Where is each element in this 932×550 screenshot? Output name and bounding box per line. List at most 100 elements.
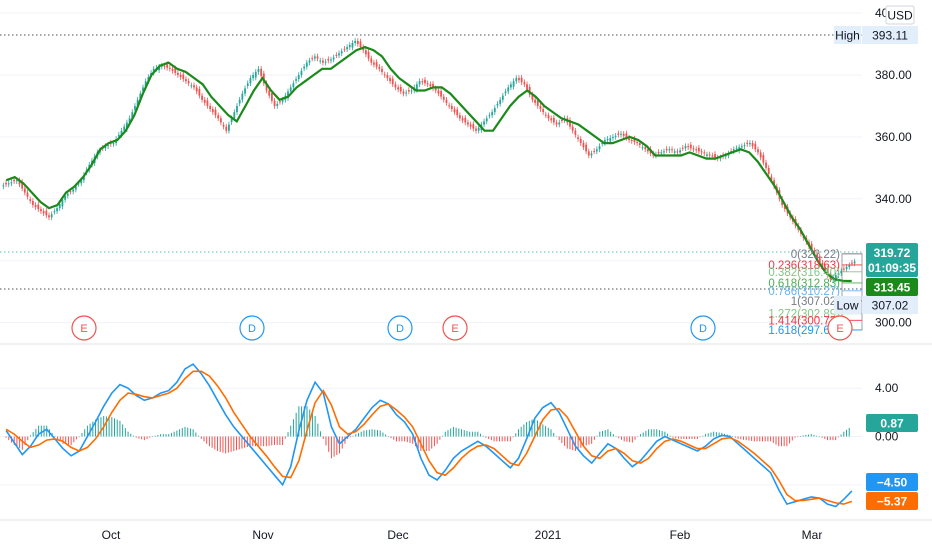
fib-price: 297.63 <box>801 325 836 337</box>
histogram-bar <box>70 436 72 445</box>
indicator-tick-label: 4.00 <box>875 381 899 395</box>
candle-body <box>397 87 400 90</box>
histogram-bar <box>260 436 262 447</box>
fib-level-label: 1.414(300.73) <box>768 315 840 327</box>
candle-body <box>195 87 198 92</box>
histogram-bar <box>710 432 712 437</box>
currency-label: USD <box>887 9 913 23</box>
earnings-marker[interactable] <box>827 315 853 341</box>
histogram-bar <box>791 436 793 441</box>
histogram-bar <box>265 436 267 447</box>
histogram-bar <box>439 436 441 440</box>
fib-paren: ( <box>797 267 801 279</box>
histogram-bar <box>574 436 576 452</box>
candle-body <box>123 126 126 131</box>
candle-body <box>356 40 359 45</box>
fib-price: 322.22 <box>801 249 836 261</box>
candle-body <box>34 205 37 208</box>
histogram-bar <box>526 422 528 437</box>
candle-body <box>233 112 236 119</box>
candle-body <box>249 78 252 84</box>
histogram-bar <box>629 436 631 443</box>
candle-body <box>311 58 314 60</box>
fib-level-label: 0.382(316.40) <box>768 267 840 279</box>
candle-body <box>2 185 5 187</box>
histogram-bar <box>273 436 275 445</box>
histogram-bar <box>539 422 541 437</box>
candle-body <box>228 124 230 131</box>
time-axis[interactable]: Oct Nov Dec 2021 Feb Mar <box>102 528 823 542</box>
histogram-bar <box>789 436 791 444</box>
histogram-bar <box>740 436 742 440</box>
histogram-bar <box>425 436 427 452</box>
high-tag-box <box>834 26 861 44</box>
candle-body <box>177 72 179 75</box>
candle-body <box>252 75 254 79</box>
candle-body <box>222 124 225 127</box>
candle-body <box>732 149 735 152</box>
histogram-bar <box>829 436 831 441</box>
candle-body <box>236 105 238 113</box>
histogram-bar <box>799 436 801 437</box>
candle-body <box>759 152 762 158</box>
candle-body <box>552 117 555 123</box>
histogram-bar <box>352 435 354 437</box>
candle-body <box>308 60 311 63</box>
histogram-bar <box>5 436 7 438</box>
candle-body <box>273 100 276 106</box>
histogram-bar <box>794 436 796 438</box>
histogram-bar <box>805 434 807 437</box>
earnings-marker[interactable] <box>442 315 468 341</box>
candle-body <box>604 140 606 144</box>
low-tag-label: Low <box>836 299 858 313</box>
candle-body <box>74 186 77 190</box>
histogram-bar <box>138 436 140 439</box>
dividend-marker[interactable] <box>387 315 413 341</box>
histogram-bar <box>786 436 788 447</box>
dividend-marker[interactable] <box>239 315 265 341</box>
candle-body <box>185 79 187 82</box>
histogram-bar <box>306 406 308 437</box>
histogram-bar <box>67 436 69 445</box>
candle-body <box>695 149 698 151</box>
histogram-bar <box>320 431 322 437</box>
candle-body <box>475 128 477 131</box>
fibonacci-retracement[interactable]: 0(322.22)0.236(318.63)0.382(316.40)0.618… <box>768 249 863 337</box>
currency-box[interactable] <box>885 5 915 25</box>
histogram-bar <box>694 436 696 439</box>
histogram-bar <box>550 429 552 437</box>
histogram-bar <box>553 432 555 437</box>
candle-body <box>37 204 40 210</box>
histogram-bar <box>517 429 519 437</box>
candle-body <box>510 84 512 88</box>
histogram-bar <box>412 436 414 444</box>
histogram-bar <box>498 436 500 442</box>
price-tick-label: 340.00 <box>875 192 912 206</box>
candle-body <box>663 151 665 153</box>
histogram-bar <box>24 436 26 445</box>
histogram-bar <box>146 436 148 439</box>
fib-ratio: 1 <box>791 296 797 308</box>
candle-body <box>507 87 510 92</box>
fib-level-label: 0.786(310.27) <box>768 286 840 298</box>
candle-body <box>15 180 18 182</box>
signal-line <box>5 370 853 505</box>
histogram-bar <box>474 431 476 437</box>
candle-body <box>757 149 759 153</box>
candle-body <box>665 148 668 151</box>
histogram-bar <box>808 434 810 437</box>
candle-body <box>577 137 579 139</box>
histogram-bar <box>114 418 116 437</box>
earnings-marker[interactable] <box>71 315 97 341</box>
histogram-bar <box>490 436 492 441</box>
fib-paren: ) <box>836 249 840 261</box>
high-value-box <box>862 26 918 44</box>
candle-body <box>112 143 115 145</box>
candle-body <box>630 140 633 142</box>
candle-body <box>657 151 660 154</box>
dividend-marker[interactable] <box>690 315 716 341</box>
dividend-marker-label: D <box>248 323 256 335</box>
candle-body <box>171 68 174 71</box>
histogram-bar <box>236 436 238 451</box>
